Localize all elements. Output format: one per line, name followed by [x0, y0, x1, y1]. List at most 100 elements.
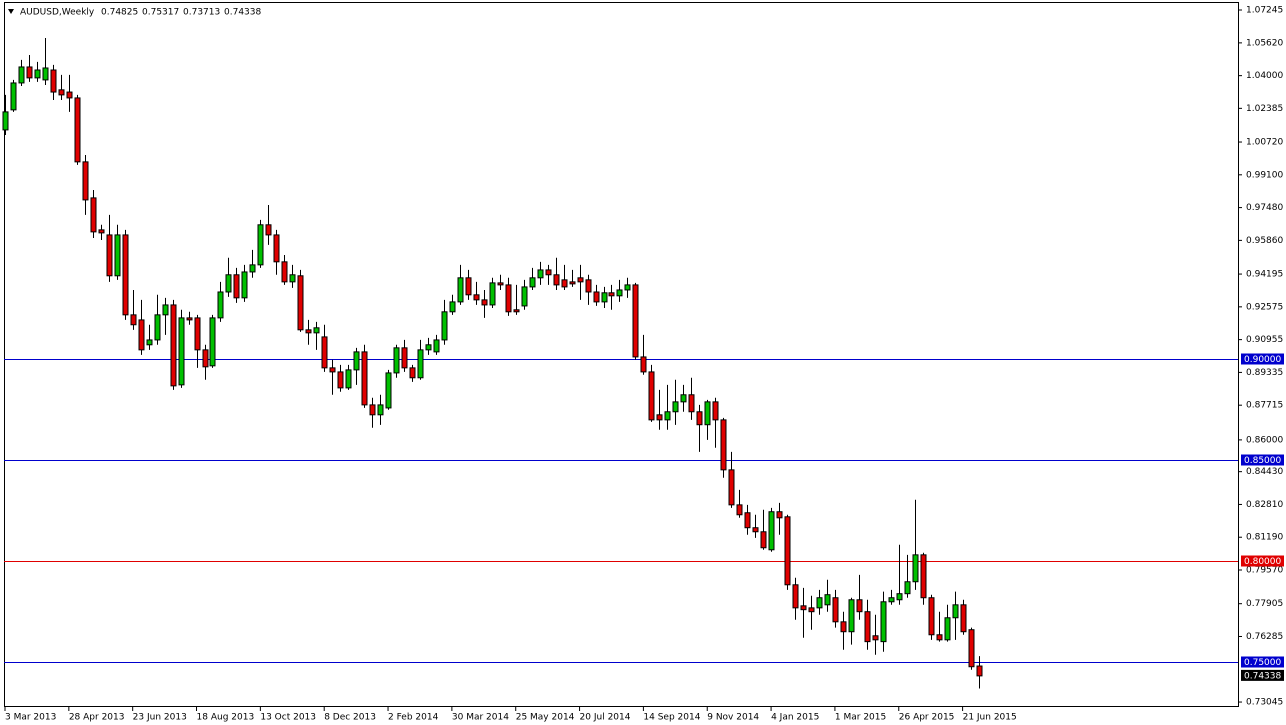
candle-body	[146, 339, 153, 346]
level-label-box	[1241, 454, 1284, 466]
menu-arrow[interactable]	[8, 9, 14, 14]
candle-body	[369, 404, 376, 416]
candle-body	[449, 301, 456, 313]
level-label: 0.80000	[1244, 557, 1281, 567]
candle-body	[74, 97, 81, 163]
candle-body	[18, 66, 25, 84]
candle-body	[624, 284, 631, 291]
candle-body	[401, 347, 408, 369]
last-price-label: 0.74338	[1244, 671, 1281, 681]
candle-body	[585, 279, 592, 293]
candle-body	[608, 292, 615, 297]
y-tick-label: 0.81190	[1246, 533, 1283, 543]
plot-frame	[4, 2, 1239, 707]
candle-body	[249, 264, 256, 273]
x-tick-label: 13 Oct 2013	[260, 713, 316, 723]
candle-body	[848, 599, 855, 633]
candle-body	[840, 621, 847, 633]
y-tick-label: 0.79570	[1246, 566, 1283, 576]
candle-body	[760, 531, 767, 549]
candle-body	[912, 554, 919, 583]
candle-body	[217, 291, 224, 319]
y-tick-label: 0.82810	[1246, 500, 1283, 510]
level-label-box	[1241, 353, 1284, 365]
candle-body	[209, 317, 216, 367]
x-tick-label: 23 Jun 2013	[133, 713, 187, 723]
level-label-box	[1241, 656, 1284, 668]
candle-body	[497, 282, 504, 286]
candle-body	[50, 69, 57, 93]
y-tick-label: 1.05620	[1246, 38, 1283, 48]
candle-body	[361, 351, 368, 406]
candle-body	[712, 401, 719, 421]
candle-body	[632, 284, 639, 358]
x-tick-label: 2 Feb 2014	[388, 713, 439, 723]
candle-body	[42, 67, 49, 81]
level-label: 0.75000	[1244, 658, 1281, 668]
candle-body	[34, 69, 41, 79]
candle-body	[672, 401, 679, 413]
candle-body	[968, 629, 975, 668]
candle-body	[696, 411, 703, 426]
y-tick-label: 1.02385	[1246, 104, 1283, 114]
candle-body	[888, 597, 895, 603]
x-tick-label: 25 May 2014	[516, 713, 575, 723]
candle-body	[90, 197, 97, 233]
candle-body	[776, 511, 783, 519]
last-open: 0.74825	[101, 8, 138, 18]
candle-body	[928, 597, 935, 636]
candle-body	[944, 617, 951, 641]
candle-body	[744, 512, 751, 529]
candle-body	[257, 224, 264, 266]
candle-body	[768, 511, 775, 551]
candle-body	[960, 604, 967, 633]
y-tick-label: 0.84430	[1246, 467, 1283, 477]
candle-body	[273, 234, 280, 263]
candle-body	[481, 299, 488, 306]
candle-body	[281, 261, 288, 283]
candle-body	[648, 371, 655, 421]
candle-body	[154, 314, 161, 341]
x-tick-label: 9 Nov 2014	[707, 713, 759, 723]
candle-body	[26, 66, 33, 79]
candle-body	[593, 291, 600, 303]
candle-body	[577, 277, 584, 283]
candle-body	[521, 286, 528, 307]
candle-body	[704, 401, 711, 426]
x-tick-label: 20 Jul 2014	[580, 713, 631, 723]
candle-body	[856, 599, 863, 613]
candle-body	[505, 284, 512, 313]
x-tick-label: 30 Mar 2014	[452, 713, 509, 723]
x-tick-label: 18 Aug 2013	[197, 713, 255, 723]
candle-body	[473, 294, 480, 301]
candle-body	[601, 292, 608, 303]
y-tick-label: 1.04000	[1246, 71, 1283, 81]
candle-body	[728, 469, 735, 506]
candle-body	[186, 317, 193, 321]
last-high: 0.75317	[142, 8, 179, 18]
candle-body	[808, 607, 815, 613]
y-tick-label: 0.95860	[1246, 236, 1283, 246]
candle-body	[537, 269, 544, 279]
candle-body	[656, 414, 663, 421]
x-tick-label: 1 Mar 2015	[835, 713, 886, 723]
y-tick-label: 0.73045	[1246, 698, 1283, 708]
candle-body	[305, 329, 312, 334]
x-tick-label: 21 Jun 2015	[963, 713, 1017, 723]
candle-body	[82, 161, 89, 201]
candle-body	[832, 597, 839, 623]
candle-body	[640, 356, 647, 373]
candle-body	[265, 224, 272, 236]
candle-body	[66, 91, 73, 99]
candle-body	[385, 372, 392, 409]
candle-body	[561, 279, 568, 288]
candle-body	[225, 274, 232, 293]
y-tick-label: 0.92575	[1246, 302, 1283, 312]
candle-body	[489, 282, 496, 306]
candle-body	[337, 371, 344, 389]
candle-body	[122, 234, 129, 316]
candle-body	[545, 269, 552, 276]
candle-body	[377, 404, 384, 416]
y-tick-label: 0.97480	[1246, 203, 1283, 213]
